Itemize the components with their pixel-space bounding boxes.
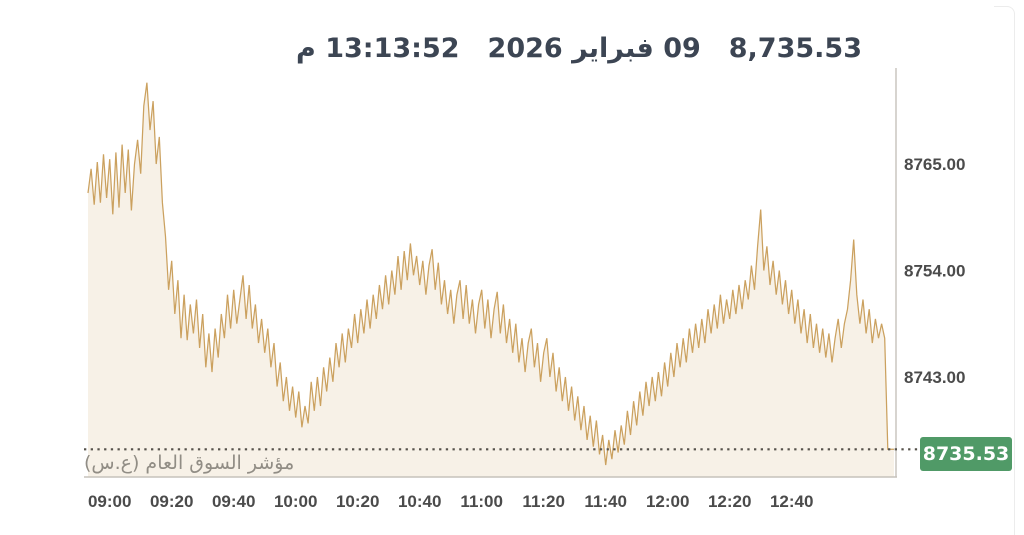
x-axis-tick-label: 09:20	[150, 492, 193, 511]
x-axis-tick-label: 11:00	[460, 492, 503, 511]
x-axis-tick-label: 10:40	[398, 492, 441, 511]
price-area-fill	[88, 82, 894, 477]
x-axis-tick-label: 10:00	[274, 492, 317, 511]
x-axis-tick-label: 10:20	[336, 492, 379, 511]
chart-watermark: مؤشر السوق العام (ع.س)	[84, 452, 295, 474]
x-axis-tick-label: 11:20	[522, 492, 565, 511]
x-axis-tick-label: 11:40	[584, 492, 627, 511]
y-axis-tick-label: 8765.00	[904, 155, 965, 174]
x-axis-tick-label: 12:00	[646, 492, 689, 511]
y-axis-tick-label: 8743.00	[904, 368, 965, 387]
card-right-border	[994, 6, 1015, 535]
x-axis-tick-label: 09:40	[212, 492, 255, 511]
y-axis-tick-label: 8754.00	[904, 261, 965, 280]
x-axis-tick-label: 12:20	[708, 492, 751, 511]
last-price-badge: 8735.53	[920, 437, 1012, 471]
x-axis-tick-label: 09:00	[88, 492, 131, 511]
index-time: 13:13:52 م	[296, 33, 460, 64]
chart-header: 8,735.53 09 فبراير 2026 13:13:52 م	[296, 33, 862, 64]
price-line	[87, 82, 894, 466]
x-axis-tick-label: 12:40	[770, 492, 813, 511]
index-date: 09 فبراير 2026	[487, 33, 701, 64]
index-last-value: 8,735.53	[728, 33, 862, 64]
